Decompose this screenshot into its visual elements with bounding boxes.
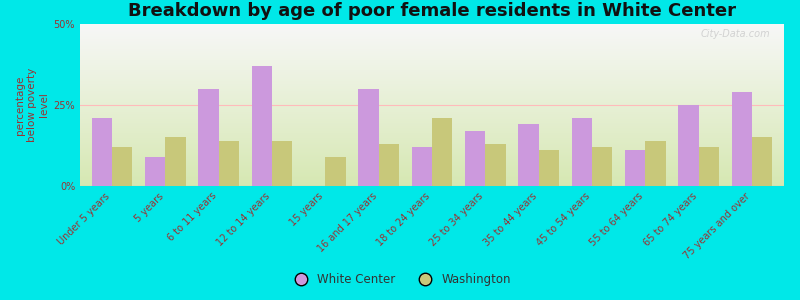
- Bar: [378, 144, 399, 186]
- Bar: [625, 150, 646, 186]
- Bar: [198, 89, 218, 186]
- Bar: [592, 147, 612, 186]
- Bar: [272, 141, 292, 186]
- Title: Breakdown by age of poor female residents in White Center: Breakdown by age of poor female resident…: [128, 2, 736, 20]
- Text: City-Data.com: City-Data.com: [700, 29, 770, 39]
- Bar: [752, 137, 772, 186]
- Bar: [518, 124, 538, 186]
- Bar: [538, 150, 559, 186]
- Bar: [145, 157, 166, 186]
- Bar: [218, 141, 239, 186]
- Legend: White Center, Washington: White Center, Washington: [284, 269, 516, 291]
- Bar: [412, 147, 432, 186]
- Bar: [252, 66, 272, 186]
- Bar: [646, 141, 666, 186]
- Bar: [432, 118, 452, 186]
- Bar: [92, 118, 112, 186]
- Bar: [326, 157, 346, 186]
- Bar: [732, 92, 752, 186]
- Bar: [698, 147, 719, 186]
- Bar: [358, 89, 378, 186]
- Y-axis label: percentage
below poverty
level: percentage below poverty level: [14, 68, 50, 142]
- Bar: [678, 105, 698, 186]
- Bar: [112, 147, 132, 186]
- Bar: [486, 144, 506, 186]
- Bar: [166, 137, 186, 186]
- Bar: [572, 118, 592, 186]
- Bar: [465, 131, 486, 186]
